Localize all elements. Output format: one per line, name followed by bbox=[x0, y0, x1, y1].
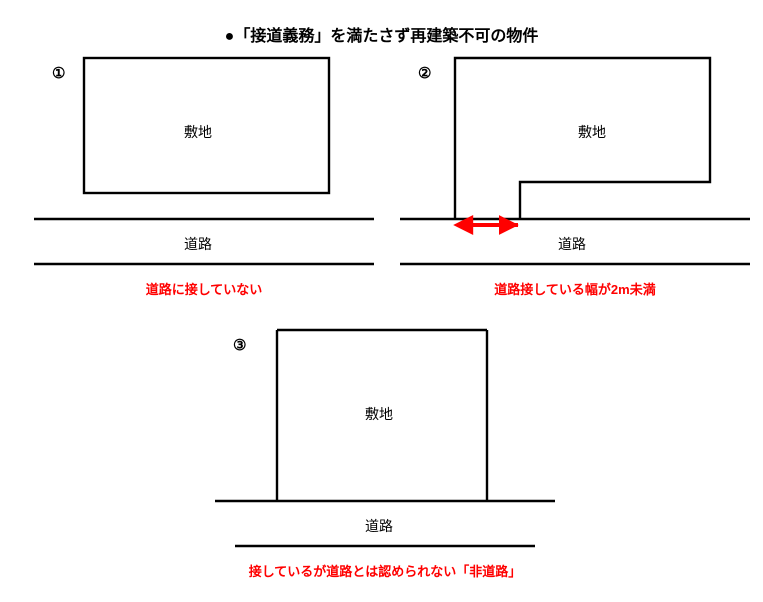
lot-label-1: 敷地 bbox=[184, 122, 212, 142]
lot-label-3: 敷地 bbox=[365, 404, 393, 424]
diagram-svg-1 bbox=[34, 54, 374, 294]
lot-label-2: 敷地 bbox=[578, 122, 606, 142]
caption-2: 道路接している幅が2m未満 bbox=[400, 279, 750, 298]
panel-number-3: ③ bbox=[233, 336, 246, 354]
road-label-3: 道路 bbox=[365, 516, 393, 536]
diagram-panel-3: ③ 敷地 道路 接しているが道路とは認められない「非道路」 bbox=[215, 326, 555, 581]
road-label-1: 道路 bbox=[184, 234, 212, 254]
caption-3: 接しているが道路とは認められない「非道路」 bbox=[215, 561, 555, 580]
panel-number-2: ② bbox=[418, 64, 431, 82]
diagram-panel-1: ① 敷地 道路 道路に接していない bbox=[34, 54, 374, 294]
road-label-2: 道路 bbox=[558, 234, 586, 254]
diagram-svg-2 bbox=[400, 54, 750, 294]
page-title: ●「接道義務」を満たさず再建築不可の物件 bbox=[0, 22, 763, 46]
caption-1: 道路に接していない bbox=[34, 279, 374, 298]
diagram-panel-2: ② 敷地 道路 道路接している幅が2m未満 bbox=[400, 54, 750, 294]
panel-number-1: ① bbox=[52, 64, 65, 82]
diagram-svg-3 bbox=[215, 326, 555, 581]
